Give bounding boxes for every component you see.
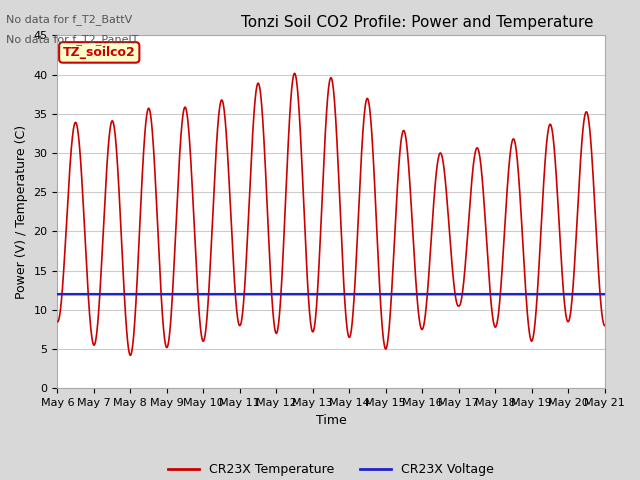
Y-axis label: Power (V) / Temperature (C): Power (V) / Temperature (C) [15, 125, 28, 299]
Text: TZ_soilco2: TZ_soilco2 [63, 46, 136, 59]
Legend: CR23X Temperature, CR23X Voltage: CR23X Temperature, CR23X Voltage [163, 458, 499, 480]
Text: No data for f_T2_BattV: No data for f_T2_BattV [6, 14, 132, 25]
Text: No data for f_T2_PanelT: No data for f_T2_PanelT [6, 34, 139, 45]
Text: Tonzi Soil CO2 Profile: Power and Temperature: Tonzi Soil CO2 Profile: Power and Temper… [241, 15, 594, 30]
X-axis label: Time: Time [316, 414, 346, 427]
